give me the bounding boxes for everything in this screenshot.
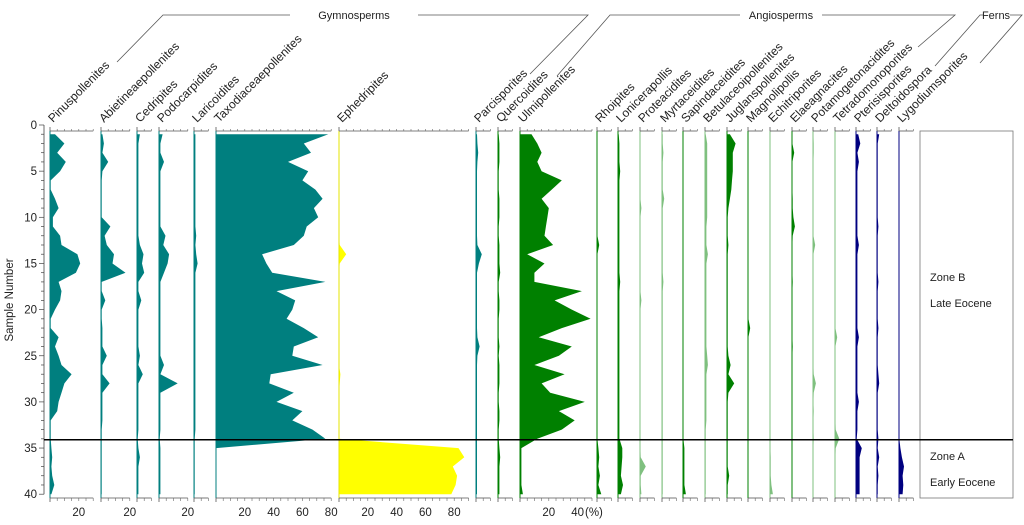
column-ephedripites: Ephedripites 20 40 60 80: [334, 68, 469, 519]
x-tick-label: 20: [238, 507, 251, 519]
column-lonicerapollis: Lonicerapollis: [613, 63, 675, 502]
column-magnolipollis: Magnolipollis: [743, 66, 802, 502]
area-elaeagnacites: [792, 134, 795, 495]
column-cedripites: Cedripites: [132, 77, 180, 502]
x-tick-label: 60: [296, 507, 309, 519]
zone-panel: Zone B Late Eocene Zone A Early Eocene: [919, 130, 1014, 499]
percent-unit-label: (%): [585, 507, 603, 519]
y-tick-label: 0: [31, 120, 37, 132]
x-tick-label: 40: [267, 507, 280, 519]
y-tick-label: 5: [31, 166, 37, 178]
x-tick-label: 40: [571, 507, 584, 519]
area-lonicerapollis: [618, 134, 623, 495]
area-parcisporites: [476, 134, 482, 495]
group-label-gymnosperms: Gymnosperms: [318, 10, 390, 22]
area-proteacidites: [640, 134, 646, 495]
area-ulmipollenites: [520, 134, 591, 495]
area-taxodiaceaepollenites: [216, 134, 329, 495]
zone-b-label: Zone B: [930, 272, 965, 284]
column-rhoipites: Rhoipites: [592, 80, 637, 502]
column-pterisisporites: Pterisisporites: [851, 62, 914, 502]
x-tick-label: 60: [419, 507, 432, 519]
x-tick-label: 20: [542, 507, 555, 519]
area-quercoidites: [498, 134, 501, 495]
column-proteacidites: Proteacidites: [635, 66, 694, 502]
zone-a-label: Zone A: [930, 451, 966, 463]
x-tick-label: 40: [390, 507, 403, 519]
area-juglanspollenites: [727, 134, 736, 495]
y-tick-label: 40: [24, 489, 37, 501]
x-tick-label: 80: [448, 507, 461, 519]
zone-b-age: Late Eocene: [930, 298, 992, 310]
taxon-columns: Pinuspollenites20Abietineaepollenites20C…: [45, 32, 970, 519]
y-tick-label: 10: [24, 212, 37, 224]
x-tick-label: 20: [72, 507, 85, 519]
area-laricoidites: [194, 134, 198, 495]
group-label-angiosperms: Angiosperms: [749, 10, 814, 22]
column-elaeagnacites: Elaeagnacites: [787, 62, 850, 502]
column-sapindaceidites: Sapindaceidites: [678, 55, 748, 502]
y-tick-label: 30: [24, 397, 37, 409]
x-tick-label: 20: [123, 507, 136, 519]
group-brackets: Gymnosperms Angiosperms Ferns: [116, 10, 1023, 77]
y-tick-label: 20: [24, 305, 37, 317]
y-tick-label: 25: [24, 351, 37, 363]
taxon-label: Ephedripites: [334, 68, 391, 125]
y-tick-label: 15: [24, 258, 37, 270]
y-axis: 0 5 10 15 20 25 30 35 40: [24, 120, 45, 501]
area-pterisisporites: [856, 134, 862, 495]
area-cedripites: [137, 134, 145, 495]
y-axis-title: Sample Number: [4, 258, 16, 341]
area-abietineaepollenites: [101, 134, 126, 495]
area-ephedripites: [339, 134, 465, 495]
x-tick-label: 20: [361, 507, 374, 519]
x-tick-label: 20: [181, 507, 194, 519]
zone-a-age: Early Eocene: [930, 477, 995, 489]
group-label-ferns: Ferns: [982, 10, 1011, 22]
x-tick-label: 80: [325, 507, 338, 519]
area-deltoidospora: [877, 134, 880, 495]
y-tick-label: 35: [24, 443, 37, 455]
area-myrtaceidites: [662, 134, 665, 495]
area-pinuspollenites: [50, 134, 81, 495]
column-echitriporites: Echitriporites: [765, 66, 824, 502]
area-betulaceoipollenites: [705, 134, 708, 495]
